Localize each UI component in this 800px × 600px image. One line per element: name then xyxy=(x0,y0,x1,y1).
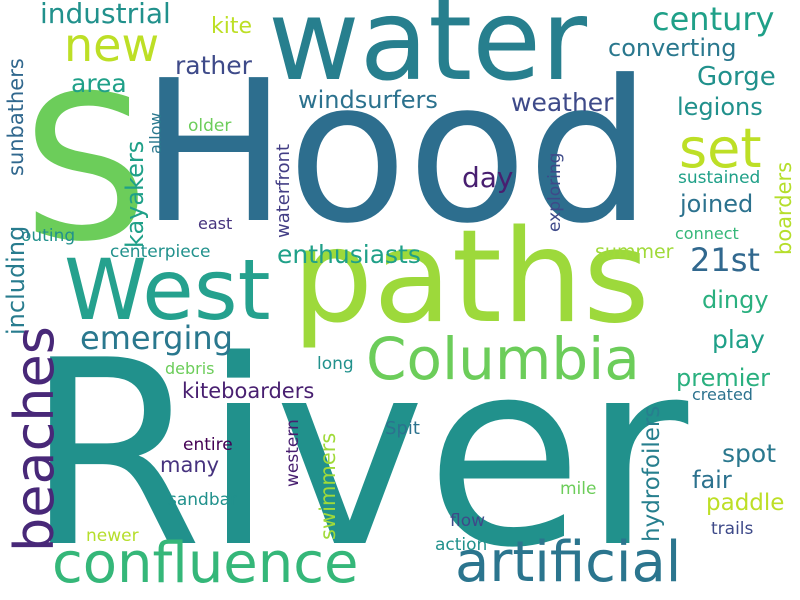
word-entire: entire xyxy=(183,435,233,455)
word-kayakers: kayakers xyxy=(121,140,149,248)
word-beaches: beaches xyxy=(3,326,66,552)
word-flow: flow xyxy=(450,511,486,531)
word-gorge: Gorge xyxy=(697,62,776,92)
word-century: century xyxy=(652,0,775,38)
word-many: many xyxy=(160,453,220,477)
word-long: long xyxy=(317,354,354,374)
word-columbia: Columbia xyxy=(366,325,640,393)
word-swimmers: swimmers xyxy=(316,432,340,540)
word-dingy: dingy xyxy=(702,286,769,314)
word-sandbar: sandbar xyxy=(168,490,238,510)
word-boarders: boarders xyxy=(772,161,796,255)
word-trails: trails xyxy=(711,519,754,539)
word-kiteboarders: kiteboarders xyxy=(182,379,315,403)
word-paths: paths xyxy=(292,203,650,352)
word-spot: spot xyxy=(722,439,776,468)
word-debris: debris xyxy=(165,359,215,378)
word-rather: rather xyxy=(175,51,252,80)
word-area: area xyxy=(71,69,127,98)
word-kite: kite xyxy=(211,14,253,39)
word-spit: Spit xyxy=(385,418,420,439)
word-summer: summer xyxy=(595,241,674,263)
word-twenty-first: 21st xyxy=(690,241,760,279)
word-west: West xyxy=(64,241,271,339)
word-exploring: exploring xyxy=(545,152,565,232)
word-converting: converting xyxy=(608,34,737,62)
word-set: set xyxy=(679,117,762,180)
word-east: east xyxy=(198,214,233,233)
word-sunbathers: sunbathers xyxy=(4,58,28,176)
word-hydrofoilers: hydrofoilers xyxy=(639,405,665,542)
word-waterfront: waterfront xyxy=(273,143,294,238)
word-newer: newer xyxy=(86,526,139,546)
word-fair: fair xyxy=(692,466,732,494)
word-day: day xyxy=(462,161,514,194)
word-western: western xyxy=(283,419,303,487)
word-hood: Hood xyxy=(140,39,652,267)
word-allow: allow xyxy=(146,112,165,154)
word-sustained: sustained xyxy=(678,168,761,188)
word-including: including xyxy=(2,225,30,335)
word-older: older xyxy=(188,116,232,136)
word-new: new xyxy=(64,18,160,72)
word-confluence: confluence xyxy=(52,531,359,596)
word-connect: connect xyxy=(675,224,739,243)
word-play: play xyxy=(712,325,765,354)
word-joined: joined xyxy=(680,190,754,218)
word-legions: legions xyxy=(677,93,763,121)
word-water: water xyxy=(268,0,588,106)
word-windsurfers: windsurfers xyxy=(298,86,438,114)
word-created: created xyxy=(692,385,753,404)
word-mile: mile xyxy=(560,479,597,499)
word-enthusiasts: enthusiasts xyxy=(277,240,421,269)
word-action: action xyxy=(435,535,488,555)
word-emerging: emerging xyxy=(80,319,233,357)
word-industrial: industrial xyxy=(40,0,171,30)
word-outing: outing xyxy=(21,226,76,246)
word-artificial: artificial xyxy=(455,530,682,595)
word-premier: premier xyxy=(676,364,771,392)
word-weather: weather xyxy=(511,88,614,117)
word-paddle: paddle xyxy=(706,490,785,516)
word-river: River xyxy=(25,306,689,600)
word-s: S xyxy=(22,53,149,286)
word-centerpiece: centerpiece xyxy=(110,242,211,262)
